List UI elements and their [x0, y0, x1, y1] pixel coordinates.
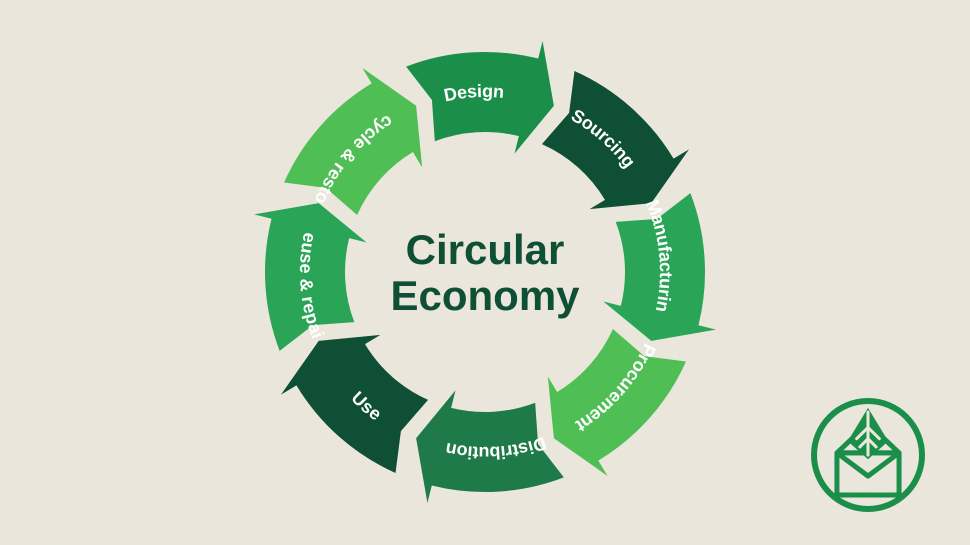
- brand-logo-icon: [808, 395, 928, 515]
- center-title: Circular Economy: [390, 226, 579, 318]
- infographic-canvas: DesignSourcingManufacturingProcurementDi…: [0, 0, 970, 545]
- cycle-segment-label: Recycle & restore: [0, 0, 397, 207]
